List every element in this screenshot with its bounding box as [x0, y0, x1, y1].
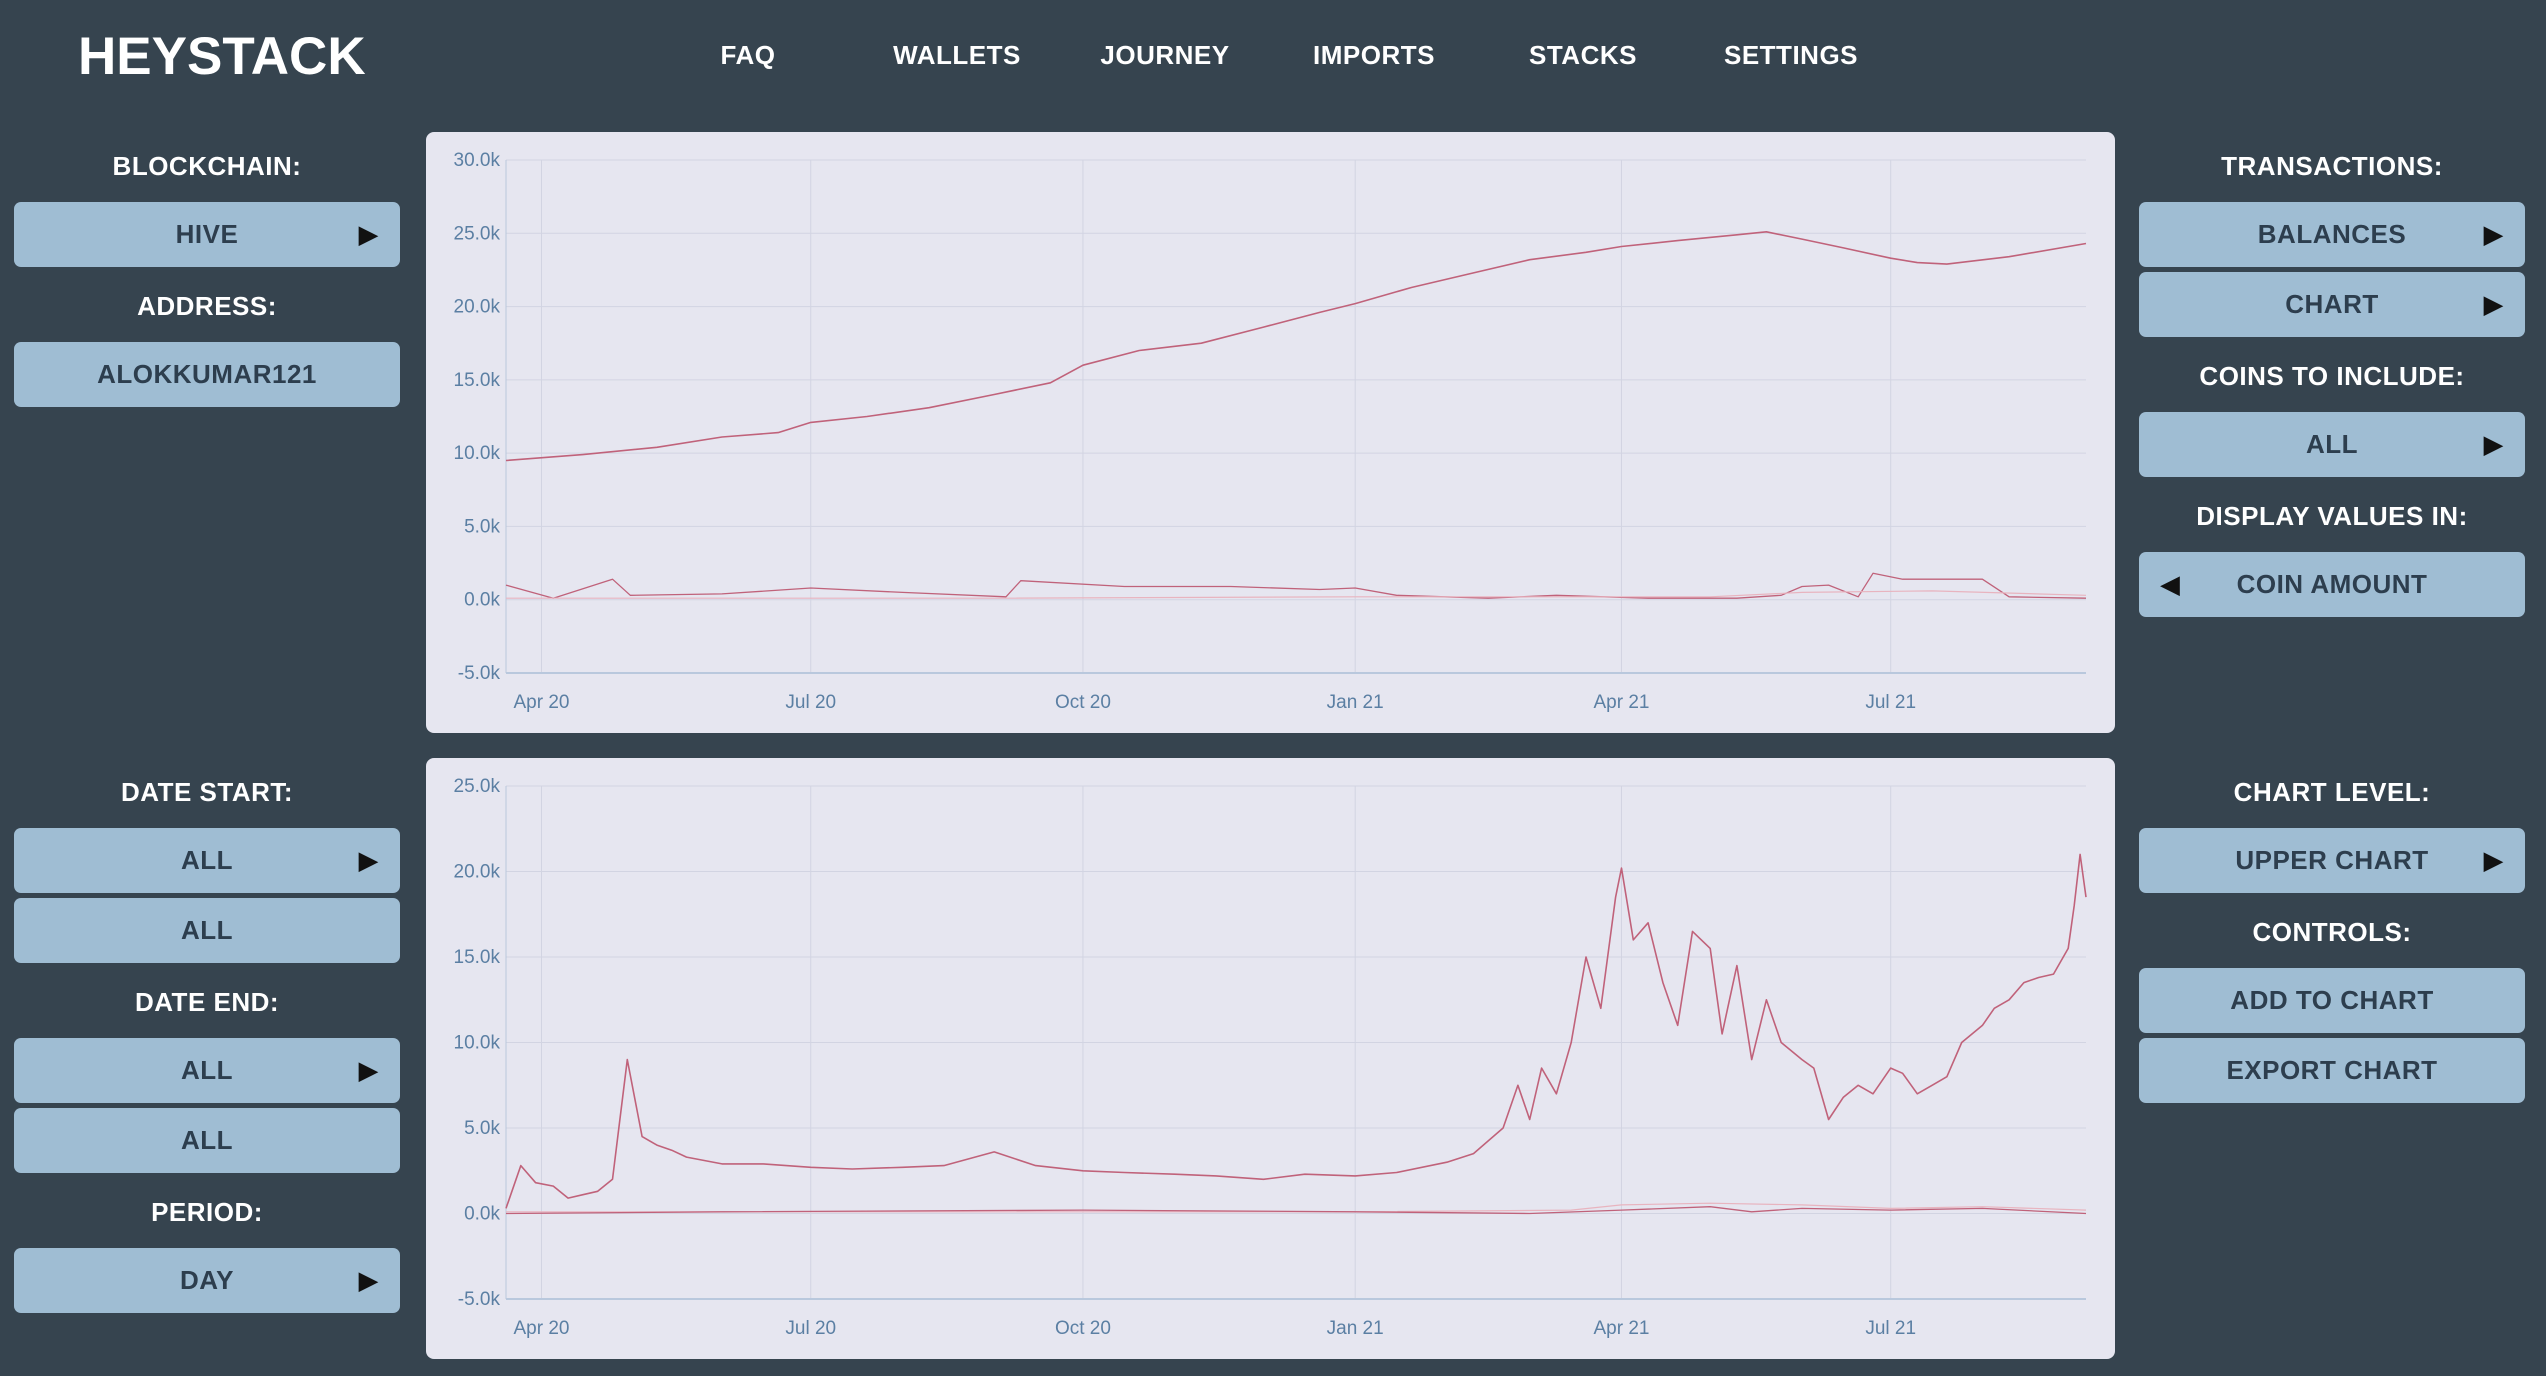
- y-tick-label: 25.0k: [454, 223, 501, 244]
- nav-faq[interactable]: FAQ: [720, 40, 776, 70]
- address-label: ADDRESS:: [137, 291, 277, 321]
- nav-stacks[interactable]: STACKS: [1529, 40, 1637, 70]
- add-to-chart-button[interactable]: ADD TO CHART: [2139, 968, 2525, 1033]
- upper-chart[interactable]: -5.0k 0.0k 5.0k 10.0k 15.0k 20.0k 25.0k 30.0k Ap…: [426, 132, 2115, 733]
- x-tick-label: Oct 20: [1055, 692, 1111, 713]
- y-tick-label: 20.0k: [454, 297, 501, 318]
- date-end-select[interactable]: ALL ▶: [14, 1038, 400, 1103]
- transactions-label: TRANSACTIONS:: [2221, 151, 2443, 181]
- play-right-icon: ▶: [359, 221, 378, 248]
- x-tick-label: Apr 20: [514, 1318, 570, 1339]
- lower-chart[interactable]: -5.0k 0.0k 5.0k 10.0k 15.0k 20.0k 25.0k Apr 20 J…: [426, 758, 2115, 1359]
- balances-label: BALANCES: [2257, 219, 2407, 249]
- play-right-icon: ▶: [2484, 221, 2503, 248]
- x-tick-label: Jul 21: [1865, 1318, 1916, 1339]
- y-tick-label: 5.0k: [464, 516, 500, 537]
- series-line-2: [505, 1206, 2087, 1215]
- play-right-icon: ▶: [2484, 291, 2503, 318]
- controls-label: CONTROLS:: [2252, 917, 2412, 947]
- display-values-value: COIN AMOUNT: [2236, 569, 2428, 599]
- y-tick-label: 25.0k: [454, 776, 501, 797]
- x-tick-label: Oct 20: [1055, 1318, 1111, 1339]
- play-right-icon: ▶: [359, 847, 378, 874]
- x-tick-label: Jul 20: [785, 1318, 836, 1339]
- play-right-icon: ▶: [2484, 847, 2503, 874]
- period-label: PERIOD:: [151, 1197, 263, 1227]
- date-end-value-button[interactable]: ALL: [14, 1108, 400, 1173]
- coins-value: ALL: [2305, 429, 2359, 459]
- x-tick-label: Jan 21: [1327, 692, 1384, 713]
- date-end-value-2: ALL: [180, 1125, 234, 1155]
- blockchain-label: BLOCKCHAIN:: [112, 151, 302, 181]
- y-tick-label: 15.0k: [454, 947, 501, 968]
- x-tick-label: Jul 20: [785, 692, 836, 713]
- export-chart-label: EXPORT CHART: [2226, 1055, 2438, 1085]
- blockchain-select[interactable]: HIVE ▶: [14, 202, 400, 267]
- coins-label: COINS TO INCLUDE:: [2199, 361, 2465, 391]
- y-tick-label: -5.0k: [458, 663, 501, 684]
- play-right-icon: ▶: [359, 1057, 378, 1084]
- address-value: ALOKKUMAR121: [97, 359, 317, 389]
- y-tick-label: 30.0k: [454, 150, 501, 171]
- chart-button[interactable]: CHART ▶: [2139, 272, 2525, 337]
- date-start-value: ALL: [180, 845, 234, 875]
- series-line-1: [506, 1202, 2087, 1213]
- date-start-select[interactable]: ALL ▶: [14, 828, 400, 893]
- add-to-chart-label: ADD TO CHART: [2230, 985, 2434, 1015]
- nav-wallets[interactable]: WALLETS: [893, 40, 1021, 70]
- x-tick-label: Apr 21: [1593, 692, 1649, 713]
- nav-settings[interactable]: SETTINGS: [1723, 40, 1859, 70]
- export-chart-button[interactable]: EXPORT CHART: [2139, 1038, 2525, 1103]
- y-tick-label: 15.0k: [454, 370, 501, 391]
- x-tick-label: Jan 21: [1327, 1318, 1384, 1339]
- period-value: DAY: [179, 1265, 234, 1295]
- play-left-icon: ◀: [2161, 571, 2180, 598]
- y-tick-label: -5.0k: [458, 1289, 501, 1310]
- y-tick-label: 10.0k: [454, 443, 501, 464]
- chart-level-label: CHART LEVEL:: [2233, 777, 2431, 807]
- series-line-0: [505, 231, 2087, 462]
- address-button[interactable]: ALOKKUMAR121: [14, 342, 400, 407]
- nav-journey[interactable]: JOURNEY: [1100, 40, 1230, 70]
- period-select[interactable]: DAY ▶: [14, 1248, 400, 1313]
- lower-chart-svg[interactable]: -5.0k 0.0k 5.0k 10.0k 15.0k 20.0k 25.0k Apr 20 J…: [426, 758, 2115, 1359]
- balances-button[interactable]: BALANCES ▶: [2139, 202, 2525, 267]
- y-tick-label: 5.0k: [464, 1118, 500, 1139]
- play-right-icon: ▶: [359, 1267, 378, 1294]
- chart-level-select[interactable]: UPPER CHART ▶: [2139, 828, 2525, 893]
- x-tick-label: Apr 21: [1593, 1318, 1649, 1339]
- date-start-value-2: ALL: [180, 915, 234, 945]
- series-line-2: [506, 590, 2087, 599]
- series-line-1: [505, 572, 2087, 599]
- upper-chart-svg[interactable]: -5.0k 0.0k 5.0k 10.0k 15.0k 20.0k 25.0k 30.0k Ap…: [426, 132, 2115, 733]
- date-end-value: ALL: [180, 1055, 234, 1085]
- chart-level-value: UPPER CHART: [2235, 845, 2429, 875]
- x-tick-label: Apr 20: [514, 692, 570, 713]
- date-end-label: DATE END:: [134, 987, 280, 1017]
- chart-label: CHART: [2285, 289, 2379, 319]
- display-values-select[interactable]: ◀ COIN AMOUNT: [2139, 552, 2525, 617]
- y-tick-label: 0.0k: [464, 590, 500, 611]
- app-logo[interactable]: HEYSTACK: [78, 27, 366, 86]
- y-tick-label: 0.0k: [464, 1204, 500, 1225]
- play-right-icon: ▶: [2484, 431, 2503, 458]
- display-values-label: DISPLAY VALUES IN:: [2196, 501, 2468, 531]
- y-tick-label: 20.0k: [454, 862, 501, 883]
- series-line-0: [505, 853, 2087, 1209]
- date-start-value-button[interactable]: ALL: [14, 898, 400, 963]
- coins-select[interactable]: ALL ▶: [2139, 412, 2525, 477]
- date-start-label: DATE START:: [120, 777, 294, 807]
- x-tick-label: Jul 21: [1865, 692, 1916, 713]
- y-tick-label: 10.0k: [454, 1033, 501, 1054]
- blockchain-value: HIVE: [175, 219, 239, 249]
- nav-imports[interactable]: IMPORTS: [1313, 40, 1435, 70]
